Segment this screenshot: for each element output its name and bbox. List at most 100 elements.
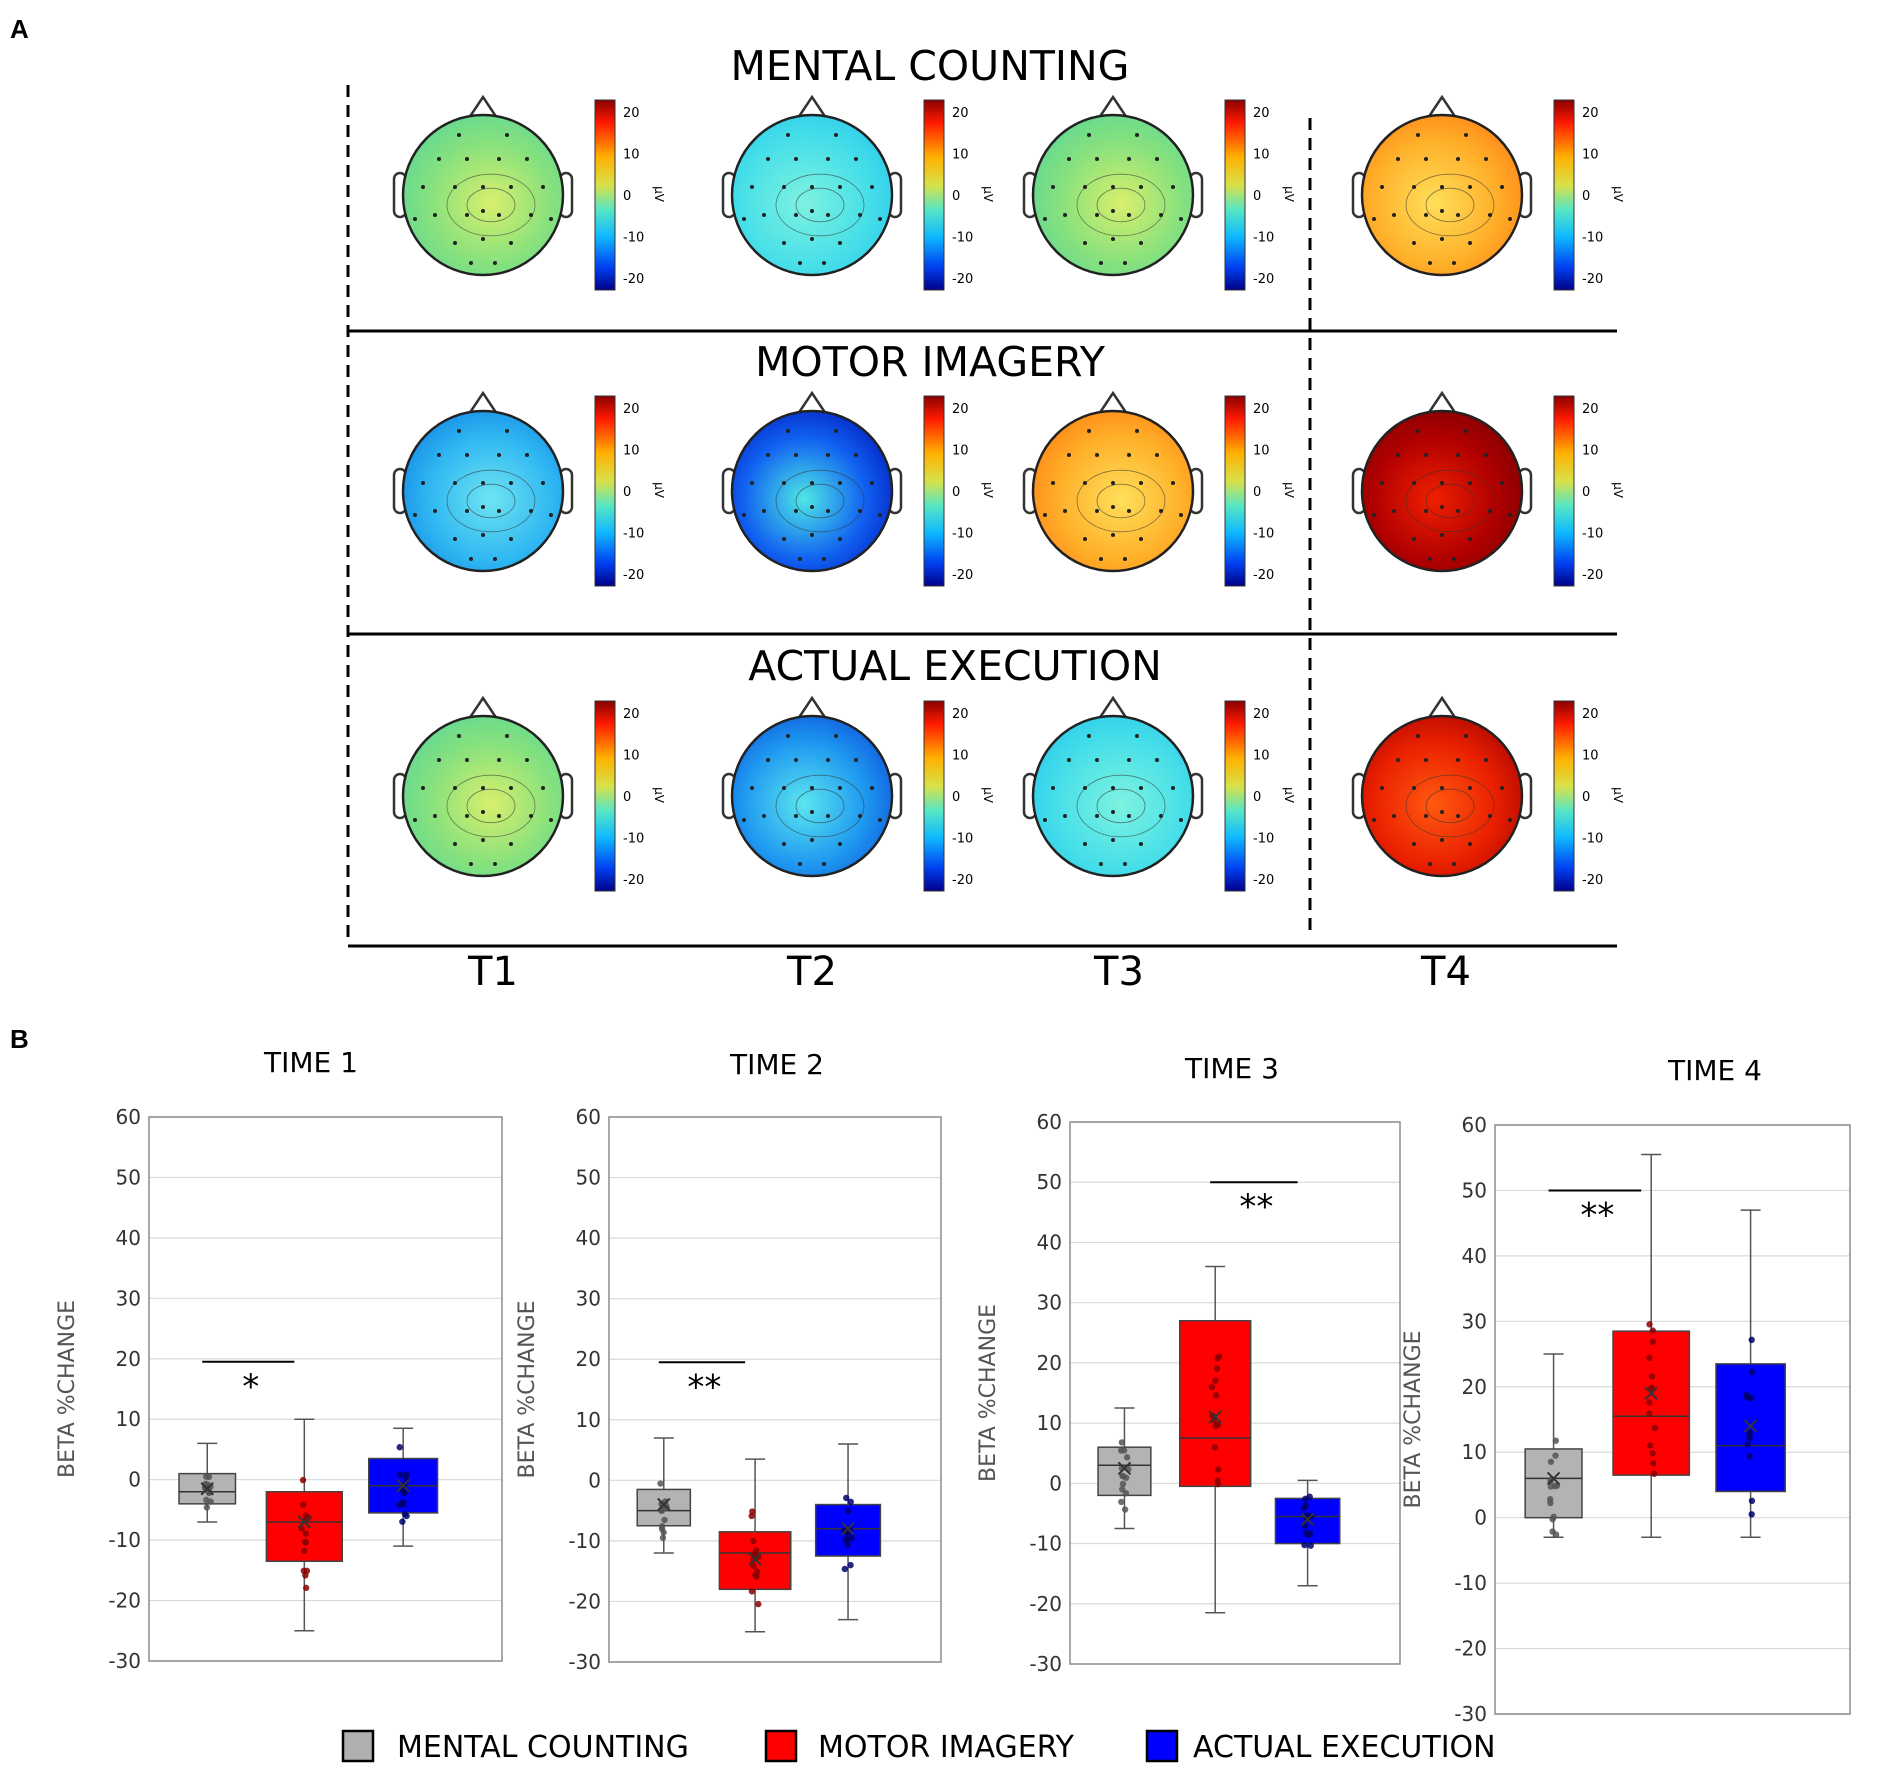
electrode-dot (858, 213, 862, 217)
nose-outline (1426, 94, 1458, 119)
electrode-dot (1111, 481, 1115, 485)
data-point (1647, 1442, 1654, 1449)
data-point (659, 1534, 667, 1542)
data-point (1646, 1410, 1653, 1417)
electrode-dot (469, 261, 473, 265)
time-label-t3: T3 (1093, 949, 1144, 995)
electrode-dot (810, 185, 814, 189)
electrode-dot (1159, 814, 1163, 818)
box-motor-imagery (718, 1458, 792, 1633)
box-actual-execution (367, 1427, 439, 1547)
y-tick-label: 0 (588, 1468, 601, 1492)
data-point (1208, 1383, 1216, 1391)
electrode-dot (810, 505, 814, 509)
data-point (753, 1568, 761, 1575)
electrode-dot (1155, 758, 1159, 762)
contour-line (1425, 788, 1475, 824)
colorbar (923, 700, 945, 892)
colorbar-tick-label: 10 (1253, 444, 1270, 459)
electrode-dot (822, 261, 826, 265)
contour-line (1096, 788, 1146, 824)
electrode-dot (1139, 842, 1143, 846)
data-point (1651, 1424, 1659, 1432)
electrode-dot (525, 758, 529, 762)
electrode-dot (1159, 213, 1163, 217)
box-mental-counting (1524, 1353, 1583, 1539)
colorbar-tick-label: -20 (1582, 272, 1603, 287)
electrode-dot (1127, 509, 1131, 513)
colorbar-unit-label: μV (1282, 186, 1296, 203)
electrode-dot (1456, 758, 1460, 762)
electrode-dot (525, 157, 529, 161)
electrode-dot (1412, 842, 1416, 846)
electrode-dot (1372, 513, 1376, 517)
mean-marker (1644, 1386, 1658, 1401)
y-tick-label: 50 (116, 1165, 141, 1189)
contour-line (446, 774, 536, 838)
electrode-dot (465, 814, 469, 818)
y-tick-label: 20 (116, 1347, 141, 1371)
colorbar-tick-label: 10 (623, 148, 640, 163)
electrode-dot (1063, 509, 1067, 513)
colorbar-tick-label: -20 (952, 873, 973, 888)
data-point (302, 1539, 309, 1546)
legend-swatch-actual-execution (1145, 1729, 1179, 1763)
boxplot-panel: TIME 1 60 50 40 30 20 10 0 -10 -20 -30 BETA %CHANGE… (55, 1046, 1851, 1726)
electrode-dot (1099, 862, 1103, 866)
data-point (399, 1518, 406, 1525)
box-actual-execution (1715, 1209, 1786, 1539)
boxplot-time-3: TIME 3 60 50 40 30 20 10 0 -10 -20 -30 BETA %CHANGE… (976, 1052, 1401, 1676)
electrode-dot (750, 185, 754, 189)
colorbar-tick-label: 10 (1582, 148, 1599, 163)
electrode-dot (1380, 185, 1384, 189)
y-tick-label: -10 (1454, 1571, 1487, 1595)
topomap: 20 10 0 -10 -20 μV (392, 695, 666, 892)
electrode-dot (1067, 157, 1071, 161)
topomap: 20 10 0 -10 -20 μV (392, 94, 666, 291)
plot-frame (1494, 1124, 1851, 1715)
electrode-dot (1127, 758, 1131, 762)
contour-line (1405, 173, 1495, 237)
electrode-dot (786, 734, 790, 738)
data-point (657, 1480, 664, 1487)
contour-line (1076, 469, 1166, 533)
y-axis-label: BETA %CHANGE (976, 1304, 1001, 1482)
electrode-dot (834, 734, 838, 738)
electrode-dot (1488, 213, 1492, 217)
colorbar (1553, 99, 1575, 291)
contour-line (775, 469, 865, 533)
electrode-dot (1380, 481, 1384, 485)
electrode-dot (1111, 185, 1115, 189)
box-iqr (1178, 1319, 1252, 1488)
contour-line (795, 483, 845, 519)
legend: MENTAL COUNTING MOTOR IMAGERY ACTUAL EXE… (341, 1729, 1496, 1765)
data-point (1649, 1327, 1657, 1334)
topomap: 20 10 0 -10 -20 μV (721, 695, 995, 892)
electrode-dot (782, 537, 786, 541)
significance-marker: ** (1580, 1195, 1614, 1235)
electrode-dot (493, 261, 497, 265)
y-axis-label: BETA %CHANGE (515, 1300, 540, 1478)
colorbar (923, 395, 945, 587)
electrode-dot (437, 157, 441, 161)
electrode-dot (413, 818, 417, 822)
colorbar-tick-label: -20 (623, 873, 644, 888)
scalp-map (401, 113, 565, 277)
electrode-dot (1111, 533, 1115, 537)
electrode-dot (1440, 209, 1444, 213)
electrode-dot (1440, 786, 1444, 790)
electrode-dot (1135, 429, 1139, 433)
colorbar-tick-label: -10 (1582, 231, 1603, 246)
electrode-dot (481, 209, 485, 213)
mean-marker (1743, 1419, 1758, 1433)
electrode-dot (786, 429, 790, 433)
electrode-dot (1095, 453, 1099, 457)
row-title-mental-counting: MENTAL COUNTING (731, 42, 1130, 90)
colorbar-tick-label: 20 (623, 402, 640, 417)
topomap: 20 10 0 -10 -20 μV (392, 390, 666, 587)
electrode-dot (810, 786, 814, 790)
electrode-dot (838, 537, 842, 541)
electrode-dot (437, 758, 441, 762)
electrode-dot (1159, 509, 1163, 513)
y-tick-label: 10 (576, 1408, 601, 1432)
